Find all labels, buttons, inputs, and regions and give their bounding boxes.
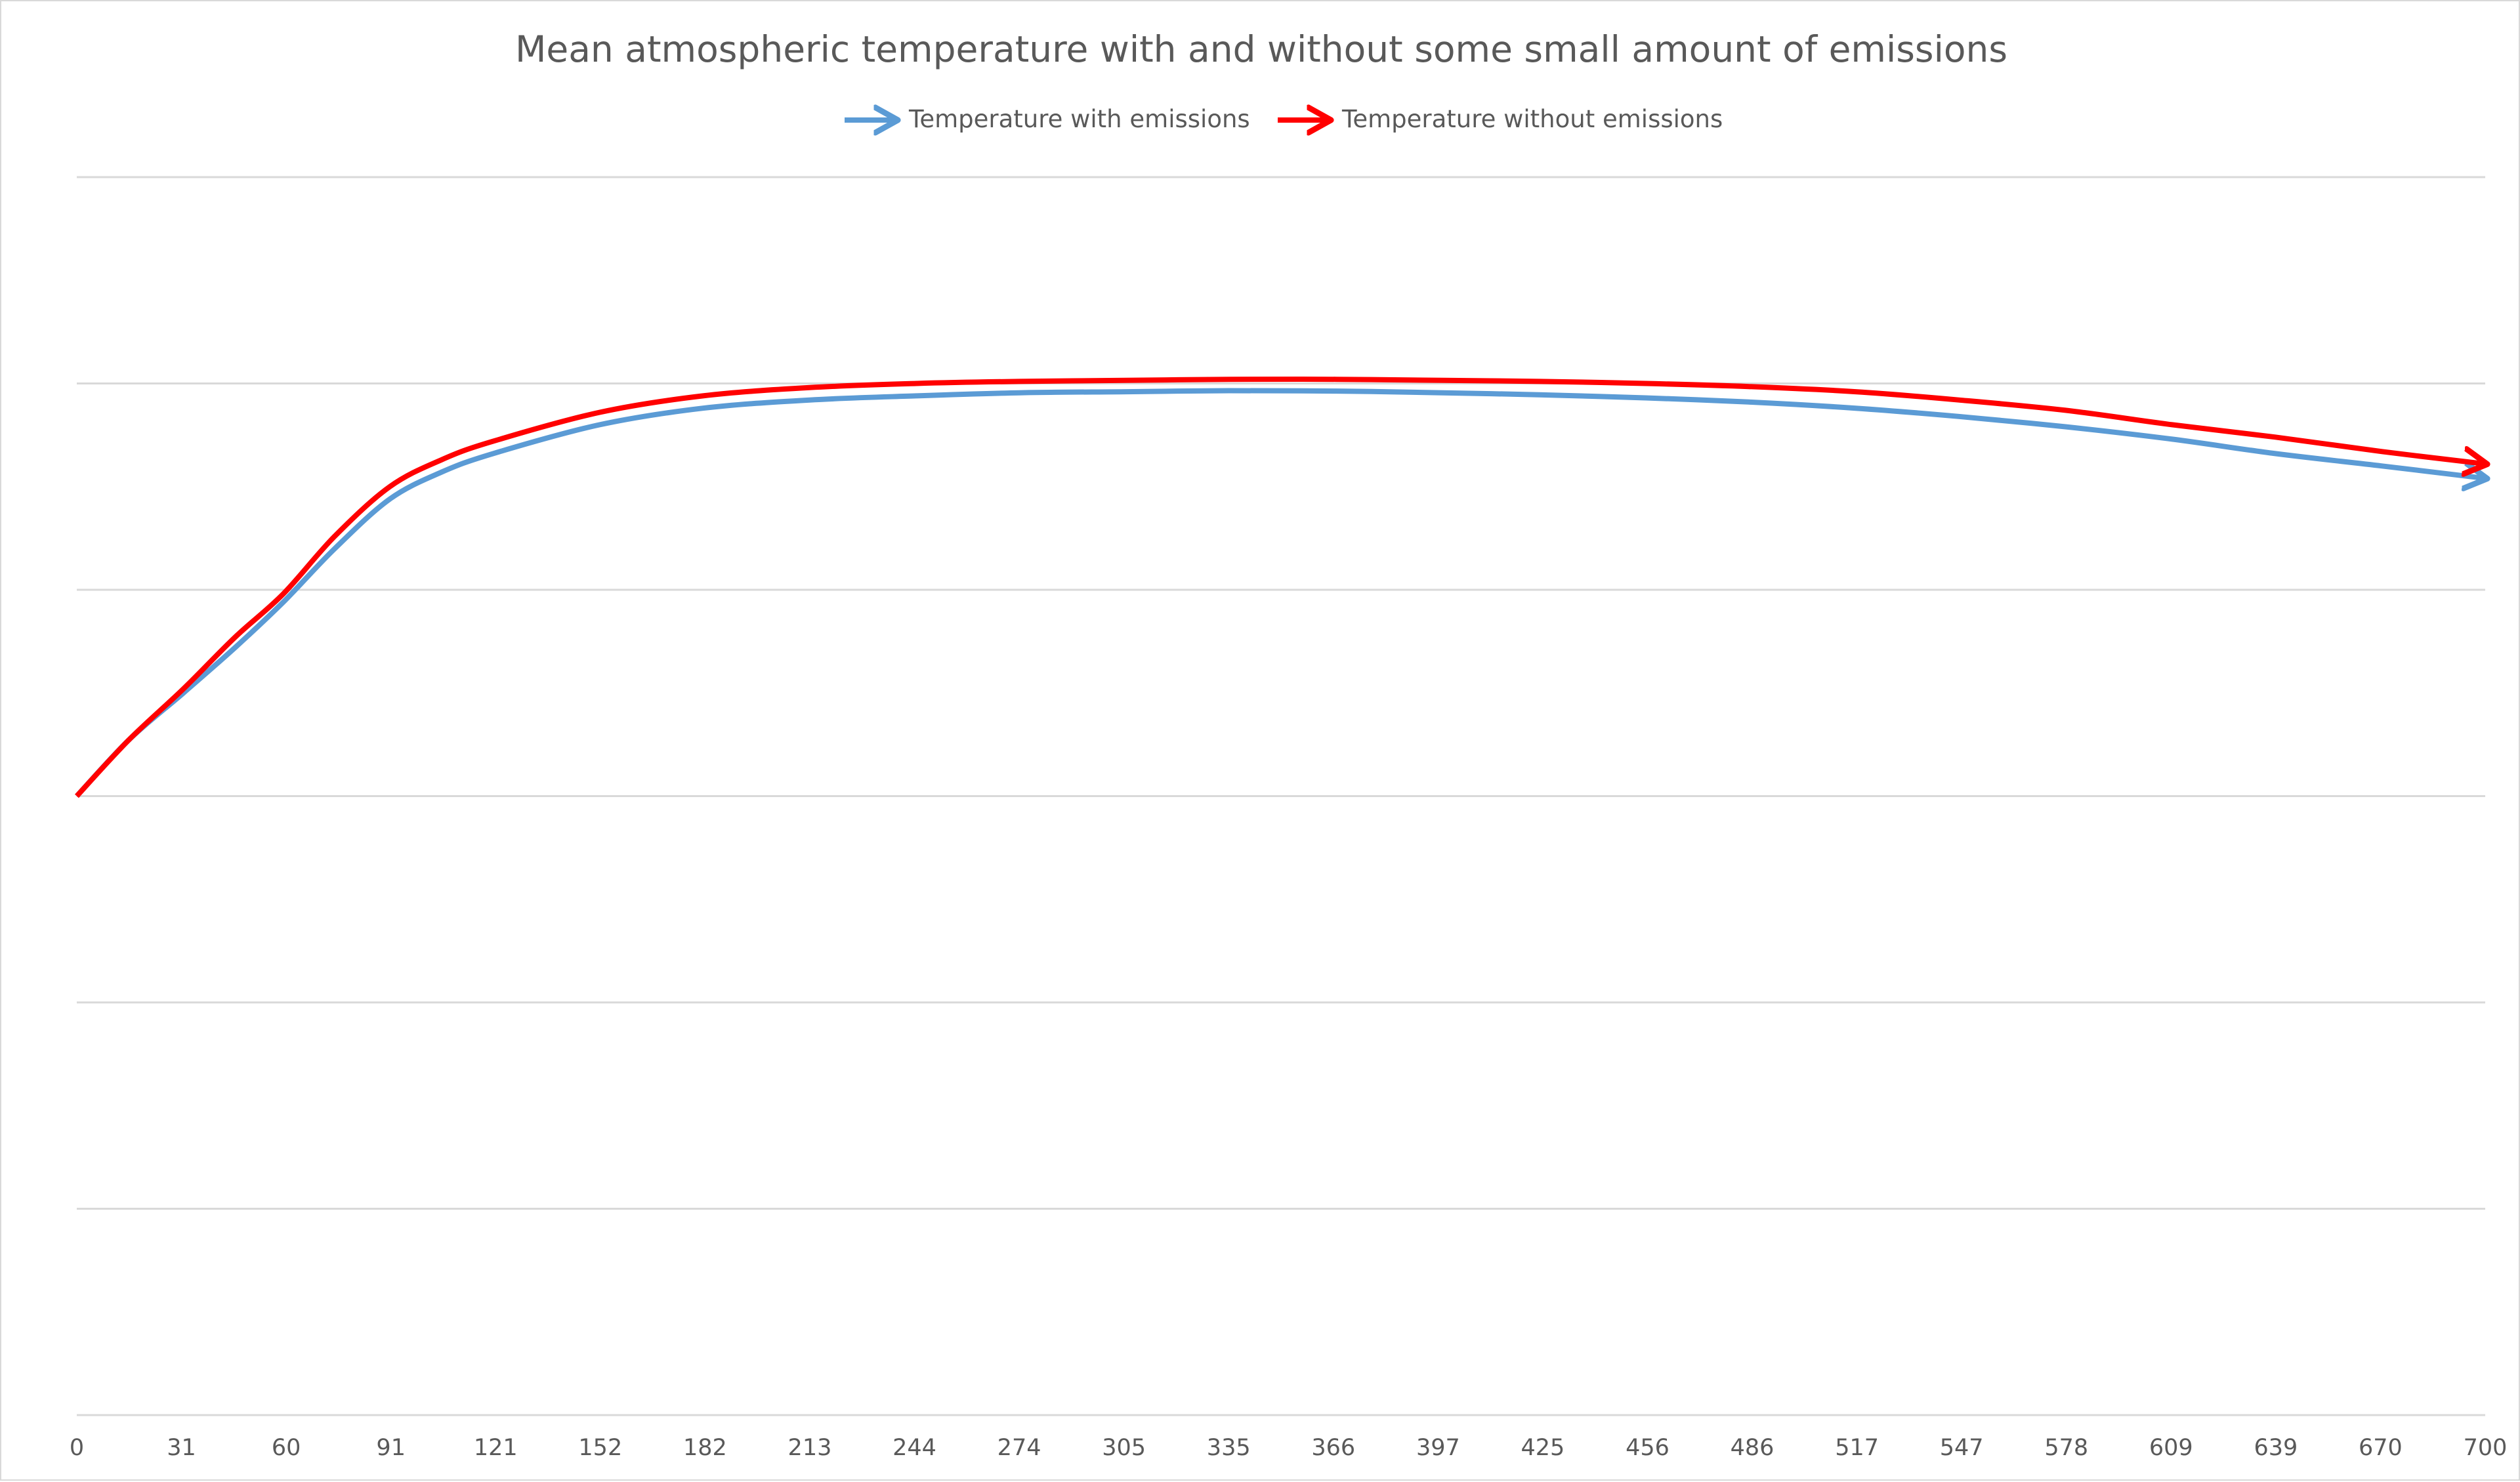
x-tick-label: 152 [578,1435,622,1461]
legend-label-without-emissions: Temperature without emissions [1341,105,1723,133]
legend-item-without-emissions[interactable]: Temperature without emissions [1278,105,1723,133]
x-tick-label: 213 [788,1435,832,1461]
x-tick-label: 0 [70,1435,84,1461]
x-tick-label: 305 [1102,1435,1146,1461]
x-tick-label: 91 [376,1435,406,1461]
x-tick-label: 397 [1416,1435,1460,1461]
x-tick-label: 609 [2149,1435,2193,1461]
series-line-with-emissions [75,388,2485,798]
x-tick-label: 182 [683,1435,727,1461]
x-tick-label: 456 [1626,1435,1670,1461]
x-tick-label: 486 [1731,1435,1774,1461]
x-tick-label: 366 [1311,1435,1355,1461]
x-tick-label: 60 [272,1435,301,1461]
x-tick-label: 121 [474,1435,518,1461]
x-tick-label: 578 [2044,1435,2088,1461]
x-tick-label: 547 [1940,1435,1984,1461]
x-tick-label: 274 [998,1435,1041,1461]
x-tick-label: 425 [1521,1435,1565,1461]
x-tick-label: 31 [167,1435,196,1461]
x-axis-ticks: 0 31 60 91 121 152 182 213 244 274 305 335 366 397 425… [70,1435,2508,1461]
x-tick-label: 639 [2254,1435,2298,1461]
x-tick-label: 244 [892,1435,936,1461]
x-tick-label: 335 [1207,1435,1251,1461]
legend-label-with-emissions: Temperature with emissions [908,105,1250,133]
x-tick-label: 670 [2359,1435,2403,1461]
series-lines [75,376,2485,798]
x-tick-label: 517 [1835,1435,1879,1461]
legend-item-with-emissions[interactable]: Temperature with emissions [845,105,1250,133]
gridlines [77,176,2485,1416]
x-tick-label: 700 [2464,1435,2508,1461]
chart-title: Mean atmospheric temperature with and wi… [515,28,2007,70]
series-line-without-emissions [75,376,2485,798]
legend: Temperature with emissions Temperature w… [845,105,1723,133]
